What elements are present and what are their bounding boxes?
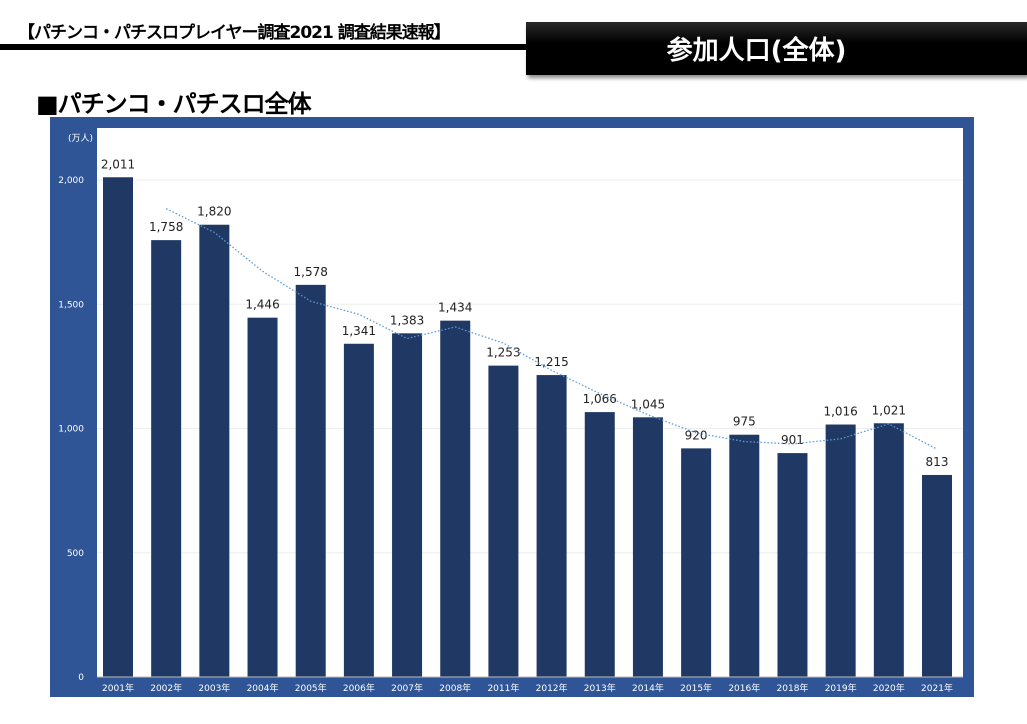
x-tick-label: 2004年 — [247, 682, 279, 694]
bar — [632, 417, 663, 677]
x-tick-label: 2019年 — [825, 682, 857, 694]
bar — [536, 375, 567, 677]
data-label: 1,820 — [197, 205, 231, 219]
data-label: 920 — [685, 428, 708, 442]
trend-line — [165, 208, 938, 450]
bar — [247, 317, 278, 677]
data-label: 1,021 — [872, 403, 906, 417]
data-label: 1,341 — [342, 324, 376, 338]
data-label: 1,383 — [390, 313, 424, 327]
x-tick-label: 2002年 — [150, 682, 182, 694]
x-tick-label: 2006年 — [343, 682, 375, 694]
x-tick-label: 2003年 — [198, 682, 230, 694]
bar — [151, 240, 182, 677]
x-tick-label: 2015年 — [680, 682, 712, 694]
x-tick-label: 2020年 — [873, 682, 905, 694]
page-badge: 参加人口(全体) — [526, 22, 1027, 75]
x-tick-label: 2007年 — [391, 682, 423, 694]
x-tick-label: 2014年 — [632, 682, 664, 694]
bar — [440, 320, 471, 677]
bar — [295, 284, 326, 677]
y-tick-label: 1,500 — [58, 300, 84, 310]
data-label: 1,215 — [534, 355, 568, 369]
y-tick-label: 1,000 — [58, 425, 84, 435]
bar — [343, 343, 374, 677]
data-label: 813 — [926, 455, 949, 469]
data-label: 1,016 — [823, 405, 857, 419]
y-tick-label: 500 — [67, 549, 84, 559]
x-tick-label: 2005年 — [295, 682, 327, 694]
data-label: 1,758 — [149, 220, 183, 234]
bar — [729, 434, 760, 677]
plot-area — [97, 128, 963, 677]
x-tick-label: 2011年 — [487, 682, 519, 694]
data-label: 1,253 — [486, 346, 520, 360]
title-rule — [0, 44, 535, 50]
x-tick-label: 2008年 — [439, 682, 471, 694]
data-label: 901 — [781, 433, 804, 447]
x-tick-label: 2001年 — [102, 682, 134, 694]
data-label: 1,045 — [631, 397, 665, 411]
x-tick-label: 2012年 — [536, 682, 568, 694]
report-title: 【パチンコ・パチスロプレイヤー調査2021 調査結果速報】 — [18, 23, 451, 43]
bar — [103, 177, 133, 678]
data-label: 1,066 — [583, 392, 617, 406]
bar — [922, 474, 952, 677]
y-tick-label: 2,000 — [58, 176, 84, 186]
data-label: 1,578 — [294, 265, 328, 279]
data-label: 2,011 — [101, 157, 135, 171]
y-tick-label: 0 — [78, 673, 84, 683]
section-title: ■パチンコ・パチスロ全体 — [36, 90, 312, 118]
bar — [199, 224, 230, 678]
bar — [873, 423, 904, 677]
bar — [584, 412, 615, 677]
x-tick-label: 2013年 — [584, 682, 616, 694]
x-tick-label: 2021年 — [921, 682, 953, 694]
data-label: 1,434 — [438, 301, 472, 315]
data-label: 975 — [733, 415, 756, 429]
data-label: 1,446 — [245, 298, 279, 312]
bar — [681, 448, 712, 677]
bar — [488, 365, 519, 677]
bar — [825, 424, 856, 677]
y-axis-label: (万人) — [68, 133, 93, 144]
bar — [777, 453, 808, 677]
x-tick-label: 2018年 — [777, 682, 809, 694]
bar — [392, 333, 423, 677]
x-tick-label: 2016年 — [728, 682, 760, 694]
